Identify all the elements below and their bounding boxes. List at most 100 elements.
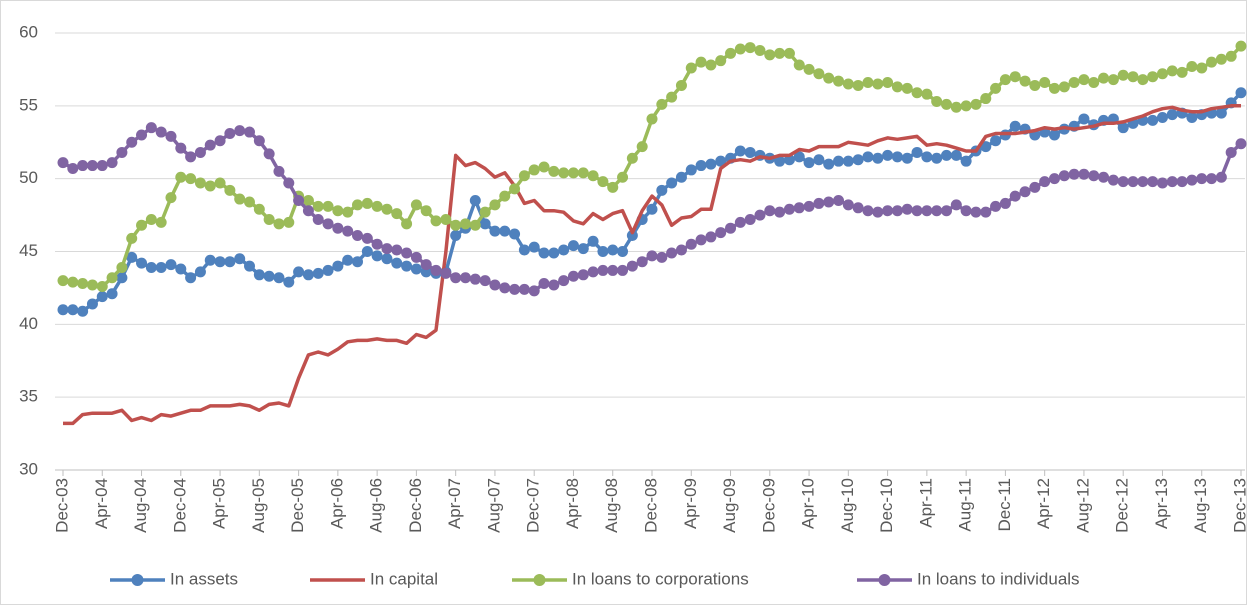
marker: [1127, 176, 1139, 188]
marker: [322, 264, 334, 276]
marker: [783, 47, 795, 59]
marker: [136, 257, 148, 269]
marker: [155, 262, 167, 274]
marker: [410, 251, 422, 263]
marker: [361, 232, 373, 244]
marker: [175, 142, 187, 154]
marker: [695, 234, 707, 246]
marker: [597, 176, 609, 188]
marker: [361, 246, 373, 257]
y-tick-label: 45: [19, 241, 38, 260]
marker: [715, 55, 727, 67]
marker: [410, 263, 422, 275]
marker: [1215, 53, 1227, 65]
marker: [941, 98, 952, 110]
marker: [1156, 177, 1168, 189]
marker: [705, 231, 717, 243]
marker: [175, 263, 187, 275]
series: [57, 40, 1247, 292]
marker: [253, 135, 265, 147]
y-tick-label: 35: [19, 387, 38, 406]
marker: [941, 149, 952, 161]
marker: [1048, 173, 1060, 185]
marker: [950, 101, 962, 113]
marker: [165, 192, 177, 204]
x-tick-label: Dec-10: [877, 478, 896, 533]
marker: [1186, 174, 1198, 186]
marker: [715, 155, 727, 167]
marker: [165, 259, 177, 271]
marker: [489, 199, 501, 211]
marker: [273, 165, 285, 177]
x-tick-label: Aug-08: [602, 478, 621, 533]
marker: [77, 305, 89, 317]
x-tick-label: Aug-06: [367, 478, 386, 533]
marker: [891, 151, 903, 163]
marker: [214, 177, 226, 189]
marker: [194, 177, 206, 189]
marker: [1137, 74, 1149, 86]
marker: [420, 205, 432, 217]
y-tick-label: 60: [19, 22, 38, 41]
marker: [136, 129, 148, 141]
marker: [970, 206, 982, 218]
marker: [1019, 75, 1031, 87]
marker: [685, 164, 697, 176]
x-tick-label: Apr-11: [916, 478, 935, 528]
marker: [803, 63, 815, 75]
marker: [1147, 71, 1159, 83]
marker: [666, 247, 678, 259]
marker: [312, 200, 324, 212]
marker: [509, 228, 521, 240]
x-tick-label: Apr-06: [327, 478, 346, 529]
marker: [499, 282, 511, 294]
marker: [342, 206, 354, 218]
x-tick-label: Aug-05: [249, 478, 268, 533]
marker: [342, 254, 354, 266]
marker: [371, 238, 383, 250]
marker: [1068, 168, 1080, 180]
marker: [567, 240, 579, 252]
x-tick-label: Dec-03: [52, 478, 71, 533]
marker: [882, 77, 894, 89]
x-tick-label: Dec-11: [995, 478, 1014, 532]
marker: [1206, 173, 1218, 185]
marker: [528, 285, 540, 297]
marker: [155, 126, 167, 138]
marker: [450, 219, 462, 231]
x-tick-label: Aug-10: [838, 478, 857, 533]
marker: [67, 162, 79, 174]
marker: [842, 155, 854, 167]
marker: [626, 260, 638, 272]
marker: [450, 272, 462, 284]
marker: [194, 266, 206, 278]
marker: [617, 264, 629, 276]
marker: [391, 244, 403, 256]
marker: [823, 196, 835, 208]
marker: [970, 98, 982, 110]
marker: [126, 232, 138, 244]
marker: [911, 146, 923, 158]
marker: [1166, 176, 1178, 188]
marker: [646, 203, 658, 215]
marker: [725, 222, 737, 234]
marker: [185, 272, 197, 284]
marker: [1225, 146, 1237, 158]
legend-label: In capital: [370, 569, 438, 588]
marker: [1078, 74, 1090, 86]
marker: [1019, 186, 1031, 198]
marker: [931, 95, 943, 107]
marker: [440, 213, 452, 225]
marker: [587, 235, 599, 247]
marker: [882, 149, 894, 161]
marker: [823, 158, 835, 170]
x-tick-label: Dec-08: [641, 478, 660, 533]
marker: [960, 155, 972, 167]
marker: [774, 206, 786, 218]
x-tick-label: Dec-06: [406, 478, 425, 533]
marker: [106, 288, 118, 300]
marker: [567, 270, 579, 282]
y-tick-label: 40: [19, 314, 38, 333]
marker: [842, 199, 854, 211]
